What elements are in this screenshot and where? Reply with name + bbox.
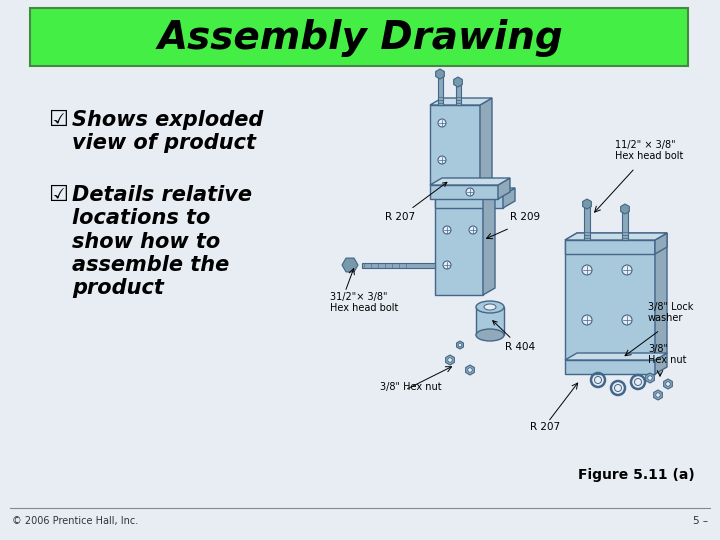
Text: 3/8" Hex nut: 3/8" Hex nut [380,382,441,392]
Text: © 2006 Prentice Hall, Inc.: © 2006 Prentice Hall, Inc. [12,516,138,526]
Polygon shape [483,188,495,295]
Text: R 207: R 207 [385,183,447,222]
Ellipse shape [476,301,504,313]
Polygon shape [582,199,591,209]
Polygon shape [430,98,492,105]
Polygon shape [456,341,464,349]
Circle shape [582,315,592,325]
Polygon shape [454,77,462,87]
Polygon shape [435,195,483,295]
Circle shape [622,315,632,325]
Text: Hex nut: Hex nut [648,355,686,365]
Polygon shape [655,233,667,254]
Circle shape [468,368,472,372]
Polygon shape [480,98,492,185]
Text: Hex head bolt: Hex head bolt [615,151,683,161]
Circle shape [666,382,670,386]
Polygon shape [430,178,510,185]
Text: assemble the: assemble the [72,255,229,275]
Text: ☑: ☑ [48,110,68,130]
Polygon shape [456,83,461,105]
Circle shape [595,376,601,383]
Polygon shape [565,240,655,360]
Polygon shape [655,353,667,374]
Circle shape [648,376,652,380]
Text: 5 –: 5 – [693,516,708,526]
Polygon shape [565,233,667,240]
Text: 11/2" × 3/8": 11/2" × 3/8" [615,140,675,150]
Polygon shape [565,360,655,374]
Text: 3/8": 3/8" [648,344,668,354]
Polygon shape [655,233,667,360]
Text: R 207: R 207 [530,422,560,432]
Text: ☑: ☑ [48,185,68,205]
Polygon shape [362,262,435,267]
Circle shape [466,188,474,196]
Circle shape [438,119,446,127]
Circle shape [438,156,446,164]
Text: Assembly Drawing: Assembly Drawing [157,19,563,57]
Polygon shape [654,390,662,400]
Polygon shape [503,188,515,208]
Polygon shape [565,353,667,360]
Circle shape [458,343,462,347]
Polygon shape [584,205,590,240]
Polygon shape [565,240,655,254]
Polygon shape [435,188,495,195]
Polygon shape [466,365,474,375]
Polygon shape [430,105,480,185]
Text: show how to: show how to [72,232,220,252]
Text: locations to: locations to [72,208,210,228]
Polygon shape [664,379,672,389]
Circle shape [443,226,451,234]
Polygon shape [622,210,628,240]
Circle shape [614,384,621,391]
Circle shape [582,265,592,275]
Polygon shape [435,188,515,195]
Circle shape [448,357,452,362]
Polygon shape [476,307,504,335]
FancyBboxPatch shape [30,8,688,66]
Text: view of product: view of product [72,133,256,153]
Text: Details relative: Details relative [72,185,252,205]
Text: 31/2"× 3/8": 31/2"× 3/8" [330,292,387,302]
Polygon shape [446,355,454,365]
Polygon shape [436,69,444,79]
Circle shape [443,261,451,269]
Text: washer: washer [648,313,683,323]
Polygon shape [498,178,510,199]
Polygon shape [565,233,667,240]
Polygon shape [438,75,443,105]
Text: R 209: R 209 [510,212,540,222]
Polygon shape [621,204,629,214]
Polygon shape [430,185,498,199]
Text: product: product [72,278,164,298]
Polygon shape [342,258,358,272]
Text: Figure 5.11 (a): Figure 5.11 (a) [578,468,695,482]
Text: 3/8" Lock: 3/8" Lock [648,302,693,312]
Text: Hex head bolt: Hex head bolt [330,303,398,313]
Circle shape [469,226,477,234]
Circle shape [634,379,642,386]
Text: Shows exploded: Shows exploded [72,110,264,130]
Text: R 404: R 404 [492,321,535,352]
Circle shape [656,393,660,397]
Ellipse shape [484,304,496,310]
Polygon shape [435,195,503,208]
Polygon shape [646,373,654,383]
Ellipse shape [476,329,504,341]
Circle shape [622,265,632,275]
